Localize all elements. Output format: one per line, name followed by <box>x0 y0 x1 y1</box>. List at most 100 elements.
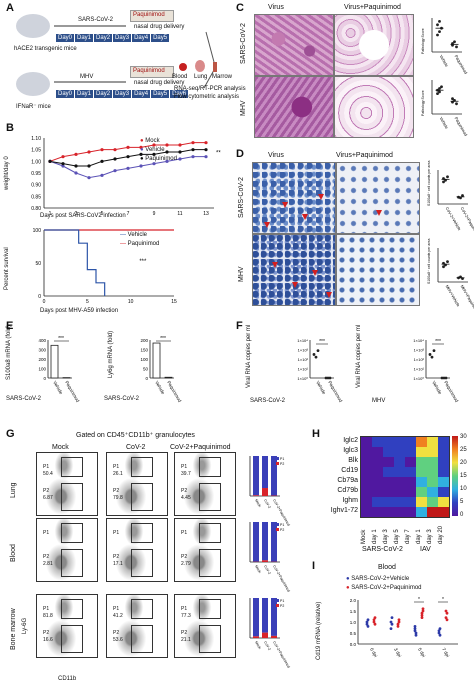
gate-percentage: 16.6 <box>43 637 53 643</box>
y-tick-label: 1×10¹ <box>414 367 425 372</box>
gate-p1 <box>61 523 83 543</box>
y-tick-label: 0.95 <box>31 171 41 177</box>
drug-label: Paquinimod <box>133 12 165 18</box>
y-tick-label: 0 <box>145 376 148 381</box>
gate-name: P2 <box>181 630 188 636</box>
heatmap-cell <box>394 507 405 517</box>
paquinimod-series-point <box>204 148 208 152</box>
gate-percentage: 41.2 <box>113 613 123 619</box>
vehicle-series-point <box>61 164 65 168</box>
gate-percentage: 6.87 <box>43 495 53 501</box>
scale-tick-label: 5 <box>460 499 464 505</box>
heatmap-cell <box>372 447 383 457</box>
x-category-label: 3 dpi <box>393 647 402 658</box>
gate-p2 <box>131 483 153 511</box>
gate-p1 <box>199 599 221 619</box>
timeline-day: Day2 <box>94 90 113 98</box>
timeline-day-row: Day0 Day1 Day2 Day3 Day4 Day5 <box>56 34 170 42</box>
histology-image-sars-virus <box>254 14 334 76</box>
timeline-day: Day3 <box>113 34 132 42</box>
gate-name: P1 <box>43 464 50 470</box>
i-ylabel: Cd19 mRNA (relative) <box>316 601 322 660</box>
vehicle-point <box>413 627 417 630</box>
gate-name: P1 <box>43 530 50 536</box>
vehicle-series-point <box>165 159 169 163</box>
survival-legend: — Vehicle — Paquinimod <box>120 232 160 247</box>
heatmap-cell <box>361 477 372 487</box>
data-point <box>430 355 434 359</box>
gate-name: P2 <box>113 630 120 636</box>
timeline-day: Day6 <box>170 90 189 98</box>
significance-marker: *** <box>58 336 64 342</box>
vehicle-series-point <box>191 155 195 159</box>
data-point <box>453 40 456 44</box>
h-group-sars: SARS-CoV-2 <box>362 546 403 553</box>
heatmap-cell <box>427 487 438 497</box>
data-point <box>442 265 445 269</box>
x-category-label: CoV-2 <box>263 565 271 575</box>
heatmap-cell <box>427 477 438 487</box>
y-tick-label: 0 <box>43 376 46 381</box>
significance-marker: *** <box>160 336 166 342</box>
data-point <box>461 194 464 197</box>
timeline-day-row: Day0 Day1 Day2 Day3 Day4 Day5 Day6 <box>56 90 189 98</box>
heatmap-cell <box>361 507 372 517</box>
paquinimod-point <box>373 622 377 626</box>
data-point <box>432 349 436 353</box>
x-category-label: Mock <box>254 565 262 574</box>
gate-name: P2 <box>43 554 50 560</box>
heatmap-cell <box>405 467 416 477</box>
heatmap-cell <box>438 507 449 517</box>
gate-percentage: 79.8 <box>113 495 123 501</box>
timeline-day: Day3 <box>113 90 132 98</box>
gate-p2 <box>199 625 221 653</box>
legend-p1: P1 <box>280 457 284 461</box>
heatmap-cell <box>405 507 416 517</box>
paquinimod-series-point <box>100 159 104 163</box>
vehicle-point <box>365 622 369 626</box>
y-tick-label: 1×10⁴ <box>413 338 424 343</box>
c-col-virus: Virus <box>268 4 284 11</box>
heatmap-cell <box>427 437 438 447</box>
day-label: day 20 <box>438 525 444 544</box>
y-tick-label: 1×10⁴ <box>297 338 308 343</box>
histology-image-mhv-virus <box>254 76 334 138</box>
gene-label: Ighm <box>342 497 358 504</box>
flow-plot: P1 P2 17.1 <box>106 518 168 582</box>
gate-name: P2 <box>181 554 188 560</box>
timeline-day: Day0 <box>56 90 75 98</box>
mock-series-point <box>100 148 104 152</box>
vehicle-point <box>437 631 441 635</box>
f-ylabel-1: Viral RNA copies per ml <box>246 324 252 388</box>
significance-marker: ** <box>216 150 221 156</box>
vehicle-point <box>438 627 442 630</box>
bar-p2 <box>253 495 259 496</box>
data-point <box>316 349 320 353</box>
x-category-label: CoV-2+Paquinimod <box>272 641 291 669</box>
c-row-mhv: MHV <box>240 100 247 116</box>
survival-y-label: Percent survival <box>4 247 10 290</box>
histology-image-mhv-paquinimod <box>334 76 414 138</box>
x-tick-label: 15 <box>171 299 177 305</box>
heatmap-cell <box>372 507 383 517</box>
analysis-label: RNA-seq/RT-PCR analysis <box>174 86 246 92</box>
x-category-label: Vehicle <box>154 380 166 395</box>
timeline-day: Day1 <box>75 34 94 42</box>
bar-p2 <box>262 560 268 562</box>
vehicle-point <box>414 633 418 637</box>
e-ylabel-1: S100a8 mRNA (fold) <box>6 324 12 380</box>
ihc-image-mhv-virus <box>252 234 336 306</box>
viral-rna-chart-sars: 1×10⁴ 1×10³ 1×10² 1×10¹ 1×10⁰ Vehicle Paquinim… <box>297 338 343 404</box>
gate-percentage: 26.1 <box>113 471 123 477</box>
y-tick-label: 300 <box>38 348 46 353</box>
paquinimod-series-point <box>61 162 65 166</box>
y-tick-label: 2.0 <box>350 598 357 603</box>
y-tick-label: 50 <box>35 261 41 267</box>
gate-percentage: 50.4 <box>43 471 53 477</box>
gate-p1 <box>131 457 153 477</box>
x-category-label: Vehicle <box>439 54 450 68</box>
heatmap-cell <box>361 437 372 447</box>
heatmap-cell <box>438 447 449 457</box>
panel-label-f: F <box>236 320 243 332</box>
